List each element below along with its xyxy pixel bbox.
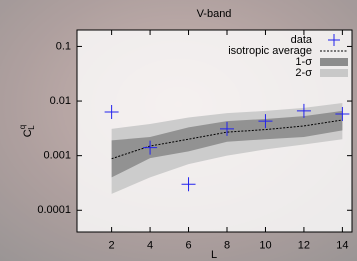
y-label-sup: q [18,125,27,129]
y-tick-label: 0.001 [43,150,71,162]
y-label-sub: L [27,125,36,130]
x-tick-label: 12 [298,239,310,251]
chart-title: V-band [197,8,232,20]
chart: V-band L CqL 0.00010.0010.010.1246810121… [0,0,357,261]
x-tick-label: 4 [147,239,153,251]
y-tick-label: 0.1 [56,40,71,52]
x-tick-label: 2 [109,239,115,251]
x-tick-label: 14 [336,239,348,251]
legend-marker [320,58,348,66]
x-tick-label: 8 [224,239,230,251]
x-axis-label: L [211,249,217,261]
x-tick-label: 6 [185,239,191,251]
legend-label: 2-σ [295,67,312,79]
x-tick-label: 10 [259,239,271,251]
y-tick-label: 0.0001 [37,204,71,216]
legend-marker [320,69,348,77]
y-tick-label: 0.01 [50,95,71,107]
